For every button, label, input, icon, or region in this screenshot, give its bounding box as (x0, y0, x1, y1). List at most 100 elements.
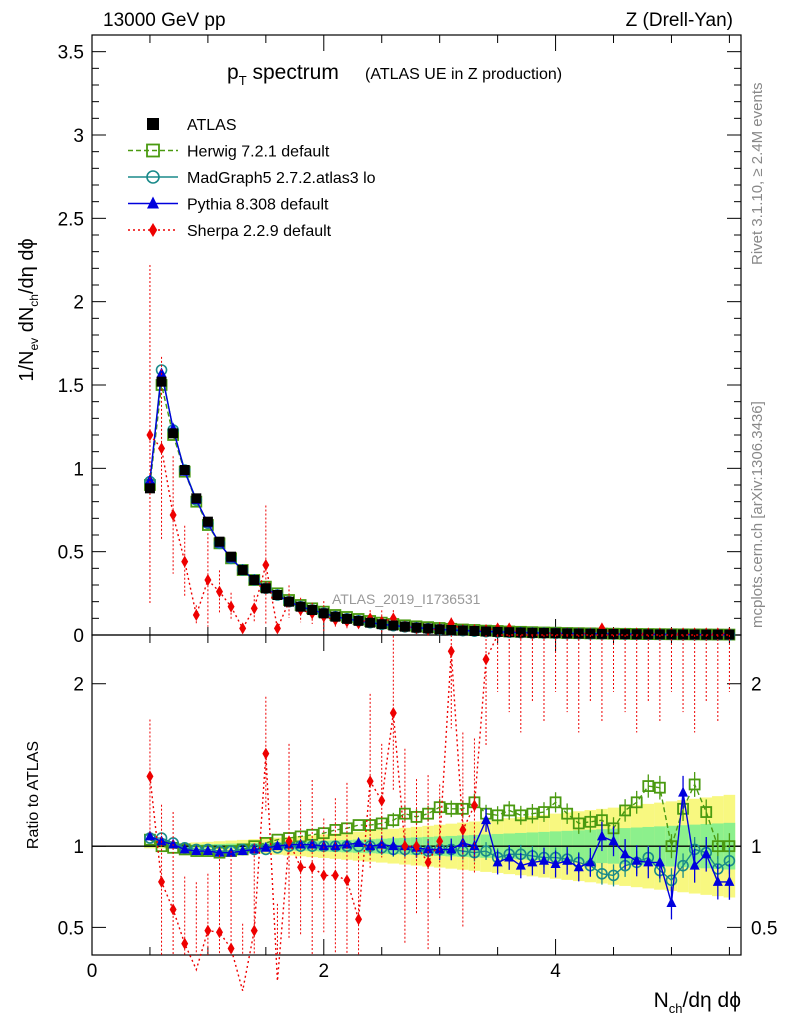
pythia-ratio-point (214, 846, 225, 857)
sherpa-ratio-point (320, 869, 328, 882)
pythia-ratio-point (550, 858, 561, 869)
herwig-ratio-point (584, 815, 597, 828)
pythia-ratio-point (156, 835, 167, 846)
pythia-ratio-point (701, 848, 712, 859)
legend-label: Sherpa 2.2.9 default (187, 223, 332, 240)
herwig-ratio-point (491, 809, 504, 822)
atlas-point (330, 611, 341, 622)
pythia-point (156, 367, 167, 378)
pythia-ratio-point (712, 875, 723, 886)
sherpa-ratio-point (215, 926, 223, 939)
sherpa-ratio-point (204, 924, 212, 937)
madgraph5-ratio-point (677, 859, 689, 872)
pythia-ratio-point (179, 843, 190, 854)
sherpa-ratio-point (343, 874, 351, 887)
herwig-ratio-point (549, 796, 562, 809)
atlas-point (434, 624, 445, 635)
atlas-point (481, 626, 492, 637)
sherpa-ratio-point (413, 840, 420, 853)
atlas-point (260, 583, 271, 594)
herwig-ratio-point (665, 840, 678, 853)
atlas-point (388, 620, 399, 631)
pythia-ratio-point (481, 814, 492, 825)
legend-marker (147, 118, 159, 130)
pythia-ratio-point (492, 856, 503, 867)
pythia-ratio-point (272, 840, 283, 851)
pythia-ratio-point (202, 845, 213, 856)
atlas-point (399, 621, 410, 632)
sherpa-ratio-point (158, 875, 166, 888)
sherpa-ratio-point (401, 840, 409, 853)
atlas-point (179, 465, 190, 475)
atlas-point (144, 483, 155, 494)
y-tick-label-ratio-right: 1 (751, 837, 762, 858)
sherpa-ratio-point (355, 913, 363, 926)
sherpa-point (239, 622, 247, 635)
atlas-point (689, 629, 700, 640)
atlas-point (596, 628, 607, 639)
atlas-point (504, 627, 515, 638)
herwig-ratio-point (445, 802, 458, 815)
legend-marker (146, 143, 160, 158)
atlas-point (237, 565, 248, 575)
atlas-point (191, 493, 202, 504)
madgraph5-ratio-point (607, 869, 620, 882)
herwig-ratio-point (711, 840, 724, 853)
atlas-point (608, 629, 619, 639)
y-tick-label-main: 1 (73, 459, 84, 480)
pythia-ratio-point (527, 856, 538, 867)
y-tick-label-ratio-right: 2 (751, 675, 762, 696)
sherpa-point (192, 609, 200, 621)
pythia-ratio-point (388, 840, 399, 851)
atlas-point (562, 628, 573, 639)
legend: ATLAS Herwig 7.2.1 default MadGraph5 2.7.2… (128, 117, 376, 240)
atlas-point (365, 617, 376, 628)
y-tick-label-main: 0 (73, 626, 84, 647)
sherpa-point (215, 585, 223, 598)
pythia-ratio-point (596, 830, 607, 841)
madgraph5-ratio-point (665, 874, 678, 887)
sherpa-point (273, 622, 281, 635)
madgraph5-ratio-point (480, 845, 492, 857)
pythia-ratio-point (689, 859, 700, 870)
atlas-point (202, 516, 213, 527)
atlas-point (550, 628, 561, 639)
sherpa-ratio-point (308, 861, 316, 874)
sherpa-ratio-point (181, 937, 189, 950)
pythia-ratio-point (330, 840, 341, 851)
atlas-point (168, 428, 179, 439)
pythia-ratio-point (504, 851, 515, 862)
legend-marker (148, 223, 158, 237)
atlas-point (214, 536, 225, 547)
y-axis-label-ratio: Ratio to ATLAS (25, 741, 42, 849)
pythia-ratio-point (446, 843, 457, 854)
sherpa-ratio-point (297, 861, 305, 874)
pythia-ratio-point (295, 838, 306, 849)
sherpa-ratio-point (366, 775, 374, 788)
pythia-ratio-point (260, 841, 271, 852)
y-tick-label-main: 2.5 (58, 209, 84, 230)
sherpa-ratio-point (285, 835, 293, 848)
pythia-ratio-point (620, 848, 631, 859)
atlas-point (457, 625, 468, 636)
legend-marker (146, 170, 160, 184)
atlas-point (469, 626, 480, 636)
atlas-point (538, 628, 549, 638)
herwig-ratio-point (700, 806, 713, 818)
legend-label: Pythia 8.308 default (187, 197, 329, 214)
herwig-ratio-point (642, 780, 655, 792)
x-tick-label: 0 (87, 961, 98, 982)
pythia-ratio-point (318, 840, 329, 851)
ratio-series-group (144, 634, 736, 991)
rivet-label: Rivet 3.1.10, ≥ 2.4M events (749, 83, 766, 266)
atlas-point (376, 619, 387, 630)
pythia-ratio-point (144, 830, 155, 841)
atlas-point (284, 596, 295, 607)
sherpa-ratio-point (424, 856, 432, 869)
herwig-ratio-point (561, 807, 574, 820)
sherpa-ratio-point (262, 747, 270, 760)
herwig-ratio-point (688, 778, 701, 791)
main-axes: 0 0.5 1 1.5 2 2.5 3 3.5 (58, 35, 741, 647)
pythia-ratio-point (654, 856, 665, 867)
